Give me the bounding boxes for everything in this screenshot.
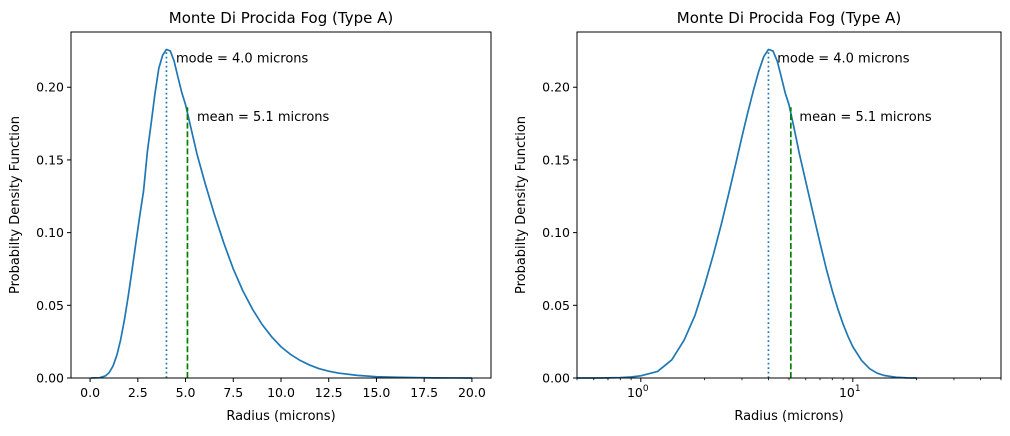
mean-annotation: mean = 5.1 microns	[197, 110, 330, 125]
x-tick-label: 7.5	[223, 385, 243, 400]
y-tick-label: 0.20	[36, 80, 64, 95]
y-axis-label: Probabilty Density Function	[514, 116, 529, 294]
chart-title: Monte Di Procida Fog (Type A)	[169, 9, 393, 27]
axes-frame	[576, 31, 1002, 379]
x-tick-exponent: 1	[855, 384, 861, 394]
x-tick-label: 12.5	[315, 385, 343, 400]
mean-annotation: mean = 5.1 microns	[799, 110, 932, 125]
x-tick-label: 20.0	[458, 385, 486, 400]
y-tick-label: 0.00	[542, 371, 570, 386]
x-axis-label: Radius (microns)	[226, 409, 335, 424]
pdf-curve-line	[577, 48, 917, 379]
x-axis-label: Radius (microns)	[734, 409, 843, 424]
x-tick-label: 2.5	[128, 385, 148, 400]
y-axis-label: Probabilty Density Function	[8, 116, 23, 294]
y-tick-label: 0.10	[36, 225, 64, 240]
chart-panel-2: Monte Di Procida Fog (Type A) mode = 4.0 …	[514, 9, 1002, 424]
y-tick-label: 0.20	[542, 80, 570, 95]
y-tick-label: 0.00	[36, 371, 64, 386]
chart-title: Monte Di Procida Fog (Type A)	[677, 9, 901, 27]
x-tick-label: 10.0	[267, 385, 295, 400]
y-tick-label: 0.15	[36, 152, 64, 167]
y-tick-label: 0.10	[542, 225, 570, 240]
x-tick-label: 5.0	[176, 385, 196, 400]
pdf-curve-line	[91, 48, 472, 379]
mode-annotation: mode = 4.0 microns	[777, 52, 910, 67]
y-tick-label: 0.05	[542, 298, 570, 313]
x-tick-exponent: 0	[643, 384, 649, 394]
mode-annotation: mode = 4.0 microns	[176, 52, 309, 67]
y-tick-label: 0.15	[542, 152, 570, 167]
chart-panel-1: Monte Di Procida Fog (Type A) mode = 4.0 …	[8, 9, 492, 424]
x-tick-label: 0.0	[80, 385, 100, 400]
y-tick-label: 0.05	[36, 298, 64, 313]
x-tick-label: 100	[627, 384, 649, 400]
x-tick-label: 101	[839, 384, 861, 400]
x-tick-label: 15.0	[363, 385, 391, 400]
axes-frame	[70, 31, 492, 379]
x-tick-label: 17.5	[410, 385, 438, 400]
